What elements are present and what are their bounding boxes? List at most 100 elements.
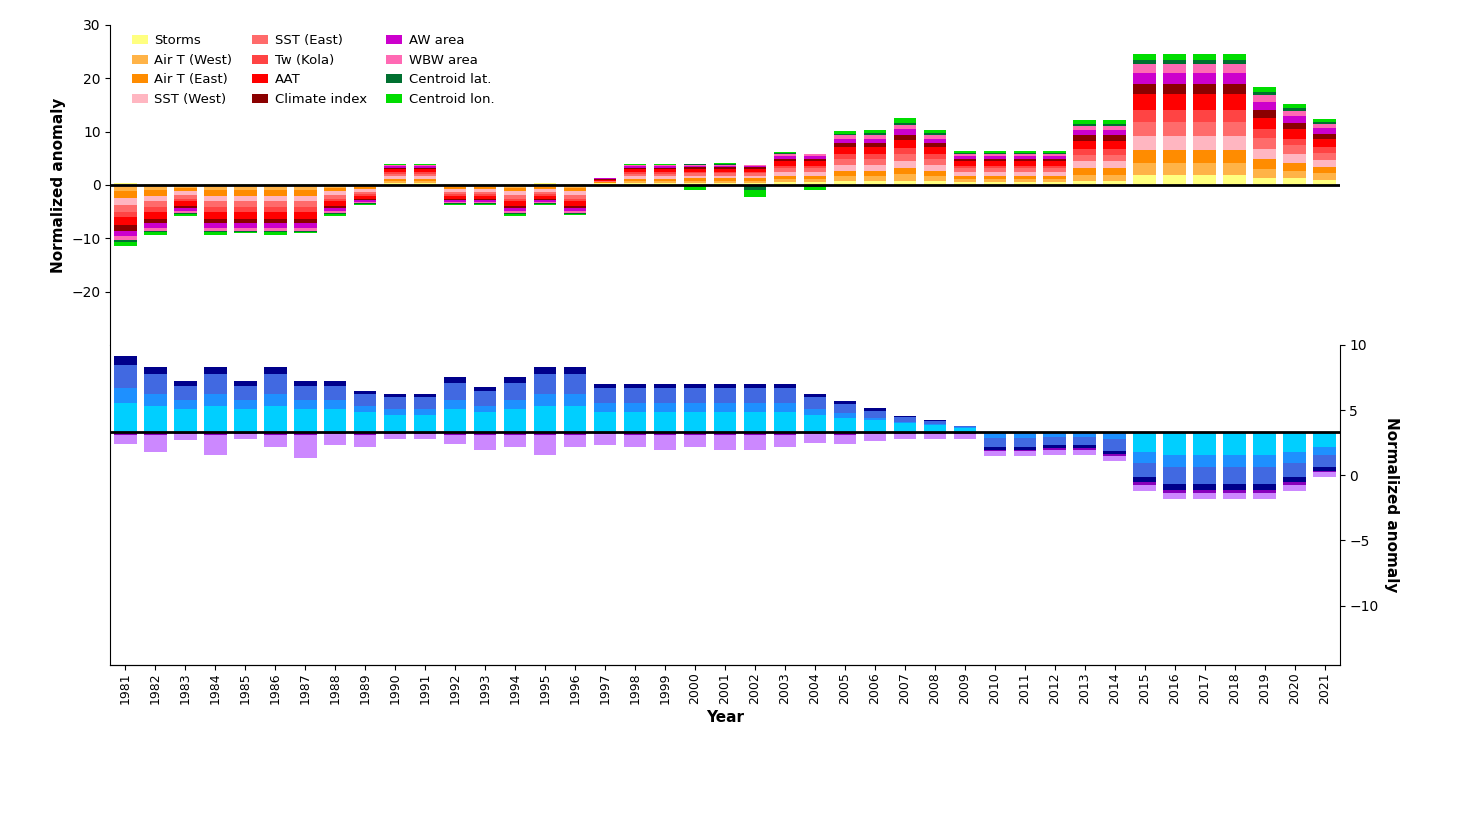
Bar (894, 148, 916, 154)
Bar (714, 384, 736, 389)
Bar (654, 165, 676, 166)
Bar (1223, 175, 1245, 185)
Bar (743, 171, 767, 173)
Bar (564, 199, 586, 201)
Bar (234, 201, 256, 207)
Y-axis label: Normalized anomaly: Normalized anomaly (1384, 417, 1400, 593)
Bar (263, 435, 287, 447)
Bar (1194, 494, 1216, 499)
Bar (1104, 450, 1126, 455)
Bar (983, 438, 1005, 447)
Bar (174, 206, 197, 209)
Bar (954, 434, 976, 439)
Bar (1133, 60, 1156, 64)
Bar (474, 196, 496, 199)
Bar (353, 391, 377, 395)
Bar (1014, 432, 1036, 438)
Bar (804, 156, 826, 159)
Bar (954, 159, 976, 161)
Bar (474, 185, 496, 187)
Bar (714, 163, 736, 164)
Bar (983, 161, 1005, 165)
Bar (115, 240, 137, 243)
Bar (234, 432, 256, 434)
Bar (864, 181, 886, 185)
Bar (1194, 122, 1216, 135)
Bar (983, 169, 1005, 172)
Bar (534, 435, 556, 455)
Bar (1133, 64, 1156, 73)
Bar (115, 185, 137, 191)
Bar (234, 400, 256, 409)
Bar (624, 168, 646, 170)
Bar (353, 200, 377, 202)
Bar (833, 413, 857, 417)
Bar (503, 195, 527, 199)
Bar (414, 168, 436, 170)
Bar (324, 199, 346, 201)
Bar (1223, 64, 1245, 73)
Bar (923, 181, 946, 185)
Bar (174, 209, 197, 211)
Bar (234, 224, 256, 228)
Bar (1073, 130, 1097, 135)
Bar (474, 202, 496, 203)
Bar (1104, 439, 1126, 450)
Bar (923, 170, 946, 176)
Bar (1194, 111, 1216, 122)
Bar (894, 125, 916, 130)
Bar (174, 434, 197, 440)
Bar (654, 174, 676, 176)
Bar (1223, 122, 1245, 135)
Bar (1104, 456, 1126, 460)
Bar (144, 406, 166, 432)
Bar (804, 432, 826, 434)
Bar (564, 188, 586, 191)
Bar (534, 192, 556, 194)
Bar (654, 435, 676, 450)
Bar (474, 187, 496, 189)
Bar (593, 179, 617, 180)
Bar (1044, 449, 1066, 450)
Bar (1253, 92, 1276, 96)
Bar (1163, 467, 1186, 484)
Bar (205, 228, 227, 231)
Bar (624, 184, 646, 185)
Bar (983, 179, 1005, 182)
Bar (743, 176, 767, 179)
Bar (1253, 138, 1276, 149)
Bar (1163, 122, 1186, 135)
Bar (1223, 484, 1245, 490)
Bar (1194, 490, 1216, 494)
Bar (1133, 175, 1156, 185)
Bar (205, 406, 227, 432)
Bar (1014, 161, 1036, 165)
Bar (263, 190, 287, 195)
Bar (174, 386, 197, 401)
Bar (1104, 140, 1126, 149)
Bar (683, 185, 707, 190)
Bar (1104, 130, 1126, 135)
Bar (1253, 467, 1276, 484)
Bar (1194, 64, 1216, 73)
Bar (564, 209, 586, 211)
Bar (1253, 484, 1276, 490)
Bar (445, 382, 467, 401)
Bar (294, 231, 316, 232)
Bar (1284, 139, 1306, 145)
Bar (503, 199, 527, 201)
Bar (1194, 73, 1216, 84)
Bar (1194, 94, 1216, 111)
Bar (1313, 124, 1335, 128)
Bar (983, 151, 1005, 153)
Bar (564, 191, 586, 195)
Bar (1284, 154, 1306, 163)
Bar (714, 180, 736, 183)
Bar (1163, 94, 1186, 111)
Bar (324, 195, 346, 199)
Bar (1163, 54, 1186, 60)
Bar (624, 170, 646, 172)
Bar (804, 169, 826, 172)
Bar (414, 184, 436, 185)
Bar (144, 190, 166, 195)
